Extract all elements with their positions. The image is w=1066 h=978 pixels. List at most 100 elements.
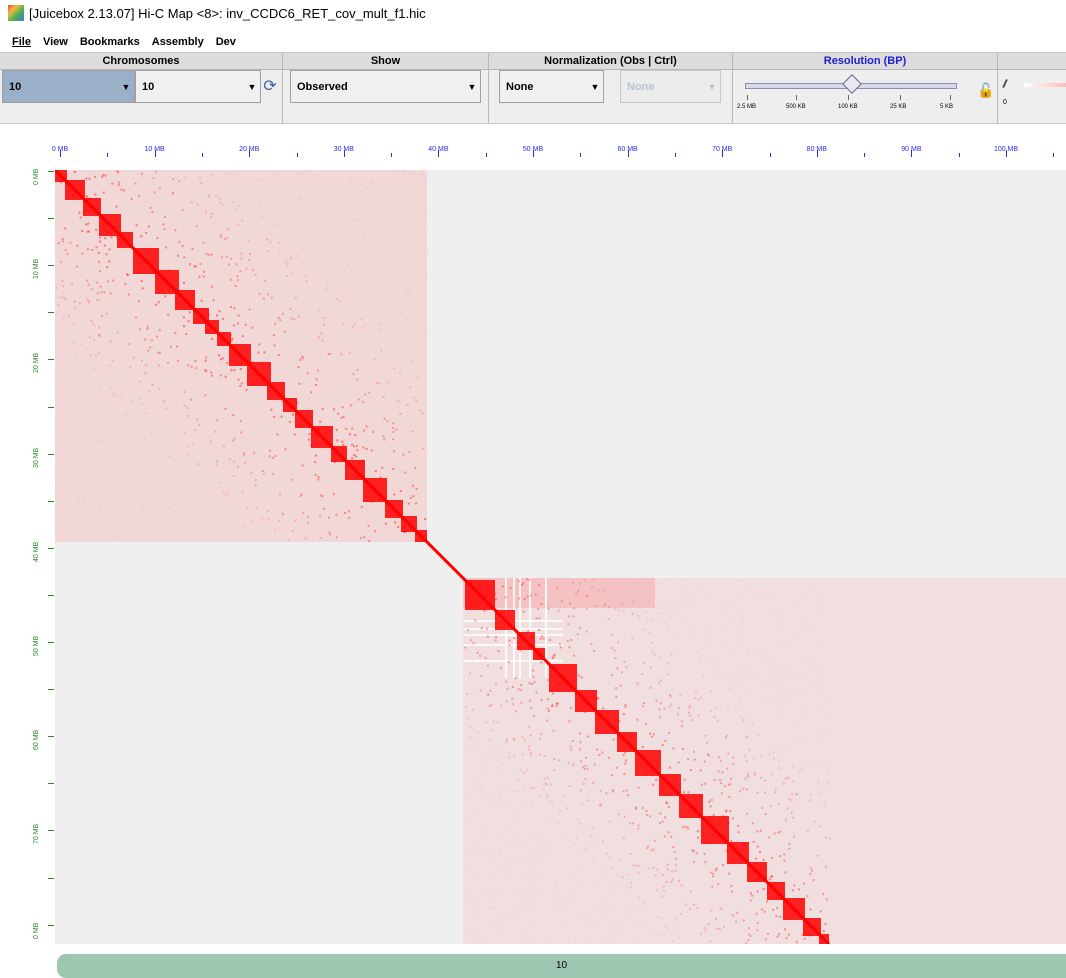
speckle bbox=[793, 835, 795, 838]
lock-open-icon[interactable]: 🔓 bbox=[977, 82, 995, 98]
speckle bbox=[821, 605, 824, 608]
speckle bbox=[474, 902, 477, 905]
speckle bbox=[667, 831, 670, 834]
speckle bbox=[240, 431, 243, 434]
speckle bbox=[135, 224, 138, 227]
speckle bbox=[563, 835, 566, 838]
speckle bbox=[619, 684, 622, 687]
speckle bbox=[514, 677, 517, 680]
speckle bbox=[202, 241, 205, 244]
chrom2-select[interactable]: 10 ▼ bbox=[135, 70, 261, 103]
speckle bbox=[64, 249, 67, 252]
speckle bbox=[285, 223, 288, 225]
hic-heatmap[interactable] bbox=[55, 170, 1066, 944]
speckle bbox=[503, 911, 505, 914]
speckle bbox=[652, 770, 655, 773]
speckle bbox=[751, 822, 754, 825]
speckle bbox=[699, 807, 702, 810]
speckle bbox=[139, 521, 142, 524]
speckle bbox=[235, 263, 238, 266]
speckle bbox=[605, 852, 608, 855]
speckle bbox=[707, 753, 709, 756]
speckle bbox=[610, 647, 613, 650]
speckle bbox=[111, 395, 114, 397]
speckle bbox=[517, 809, 520, 812]
speckle bbox=[468, 851, 471, 854]
menu-dev[interactable]: Dev bbox=[215, 36, 236, 48]
refresh-icon[interactable]: ⟳ bbox=[263, 78, 277, 95]
speckle bbox=[476, 928, 479, 931]
speckle bbox=[141, 465, 144, 468]
speckle bbox=[551, 705, 553, 708]
speckle bbox=[138, 300, 140, 303]
speckle bbox=[623, 815, 626, 818]
speckle bbox=[226, 515, 228, 518]
speckle bbox=[173, 510, 176, 513]
chrom1-select[interactable]: 10 ▼ bbox=[2, 70, 135, 103]
speckle bbox=[205, 370, 208, 373]
speckle bbox=[709, 805, 712, 808]
speckle bbox=[523, 771, 526, 774]
top-ruler-minor-tick bbox=[580, 153, 582, 157]
chromosome-track: 10 bbox=[57, 954, 1066, 978]
speckle bbox=[297, 315, 300, 318]
speckle bbox=[314, 473, 317, 476]
chromosomes-panel: Chromosomes 10 ▼ 10 ▼ ⟳ bbox=[0, 53, 283, 123]
speckle bbox=[421, 412, 424, 415]
speckle bbox=[521, 583, 524, 586]
speckle bbox=[777, 687, 780, 690]
menu-file[interactable]: File bbox=[12, 36, 31, 48]
speckle bbox=[89, 336, 91, 339]
speckle bbox=[645, 813, 648, 816]
speckle bbox=[507, 660, 510, 663]
speckle bbox=[525, 902, 528, 905]
speckle bbox=[221, 357, 224, 360]
speckle bbox=[203, 270, 206, 273]
speckle bbox=[740, 696, 743, 699]
speckle bbox=[489, 872, 492, 875]
speckle bbox=[59, 296, 62, 299]
speckle bbox=[204, 359, 207, 362]
speckle bbox=[76, 497, 79, 500]
menu-bookmarks[interactable]: Bookmarks bbox=[79, 36, 140, 48]
speckle bbox=[687, 605, 690, 607]
speckle bbox=[422, 175, 425, 178]
speckle bbox=[770, 885, 772, 888]
speckle bbox=[225, 171, 228, 174]
speckle bbox=[656, 761, 659, 764]
menu-view[interactable]: View bbox=[42, 36, 68, 48]
speckle bbox=[266, 238, 269, 241]
speckle bbox=[467, 901, 470, 904]
speckle bbox=[71, 462, 74, 465]
speckle bbox=[569, 745, 572, 748]
speckle bbox=[718, 756, 720, 759]
chromosome-track-label: 10 bbox=[555, 960, 568, 971]
top-ruler-tick bbox=[343, 150, 345, 157]
speckle bbox=[278, 519, 281, 522]
speckle bbox=[71, 282, 74, 285]
speckle bbox=[342, 443, 345, 446]
speckle bbox=[652, 756, 655, 759]
speckle bbox=[236, 275, 239, 278]
speckle bbox=[583, 767, 586, 770]
speckle bbox=[290, 256, 293, 259]
speckle bbox=[331, 251, 334, 254]
speckle bbox=[335, 536, 338, 539]
speckle bbox=[118, 456, 121, 459]
speckle bbox=[703, 852, 706, 855]
speckle bbox=[85, 195, 88, 198]
normalization-obs-select[interactable]: None ▼ bbox=[499, 70, 604, 103]
speckle bbox=[655, 700, 658, 702]
speckle bbox=[399, 188, 402, 191]
speckle bbox=[385, 262, 388, 265]
resolution-tick bbox=[900, 95, 901, 100]
show-select[interactable]: Observed ▼ bbox=[290, 70, 481, 103]
speckle bbox=[145, 364, 148, 367]
menu-assembly[interactable]: Assembly bbox=[151, 36, 204, 48]
speckle bbox=[819, 670, 822, 673]
speckle bbox=[94, 193, 97, 196]
speckle bbox=[487, 853, 489, 856]
speckle bbox=[628, 915, 631, 918]
colorscale-handle[interactable] bbox=[1002, 78, 1008, 89]
left-ruler-label: 20 MB bbox=[33, 353, 40, 374]
